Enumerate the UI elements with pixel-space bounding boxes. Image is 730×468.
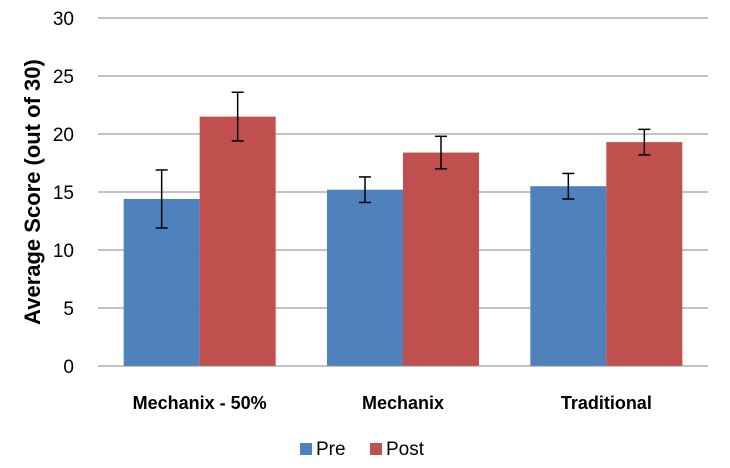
legend-item-pre: Pre <box>300 439 346 460</box>
y-tick-label: 30 <box>53 9 74 30</box>
bar-post-0 <box>199 116 276 366</box>
error-bar-post-1 <box>435 135 447 170</box>
x-tick-labels: Mechanix - 50% Mechanix Traditional <box>133 393 652 413</box>
error-bars <box>155 91 651 229</box>
legend-label: Pre <box>316 439 346 460</box>
bar-post-1 <box>403 152 479 366</box>
y-tick-label: 20 <box>53 125 74 146</box>
bar-pre-1 <box>327 189 403 366</box>
y-tick-label: 10 <box>53 241 74 262</box>
y-tick-label: 25 <box>53 67 74 88</box>
legend: Pre Post <box>300 439 425 460</box>
error-bar-pre-1 <box>359 176 371 204</box>
error-bar-post-0 <box>231 91 244 142</box>
y-tick-label: 15 <box>53 183 74 204</box>
x-tick-label: Traditional <box>561 393 652 413</box>
y-tick-label: 0 <box>63 357 74 378</box>
error-bar-post-2 <box>638 128 651 156</box>
legend-label: Post <box>386 439 425 460</box>
bar-post-2 <box>606 142 683 366</box>
y-axis-title: Average Score (out of 30) <box>20 59 45 325</box>
y-tick-label: 5 <box>63 299 74 320</box>
x-tick-label: Mechanix <box>362 393 444 413</box>
legend-item-post: Post <box>370 439 425 460</box>
bar-pre-2 <box>530 186 607 366</box>
error-bar-pre-0 <box>155 169 168 229</box>
y-tick-labels: 0 5 10 15 20 25 30 <box>53 9 74 378</box>
legend-swatch <box>300 443 312 455</box>
error-bar-pre-2 <box>562 172 575 200</box>
x-tick-label: Mechanix - 50% <box>133 393 267 413</box>
legend-swatch <box>370 443 382 455</box>
bars <box>123 116 683 366</box>
